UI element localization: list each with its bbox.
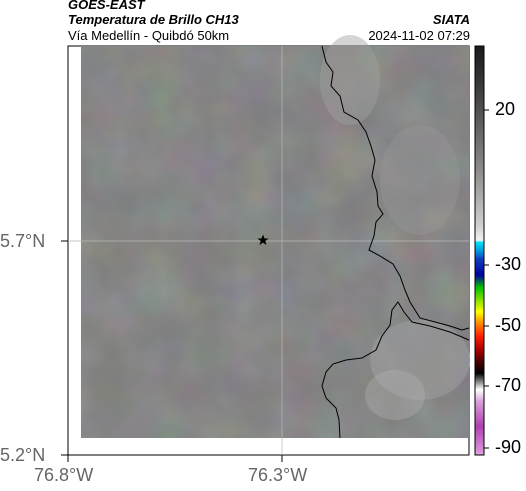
- colorbar-label: -30: [495, 254, 522, 274]
- datetime-label: 2024-11-02 07:29: [368, 28, 470, 43]
- boundary-line: [321, 301, 470, 439]
- satellite-title: GOES-EAST: [68, 0, 145, 12]
- satellite-image: [81, 35, 470, 438]
- colorbar-label: 20: [495, 99, 516, 119]
- region-subtitle: Vía Medellín - Quibdó 50km: [68, 28, 230, 43]
- product-title: Temperatura de Brillo CH13: [68, 12, 239, 27]
- colorbar: [474, 45, 485, 456]
- star-icon: [257, 234, 269, 245]
- lat-label: 5.2°N: [0, 445, 46, 465]
- colorbar-label: -90: [495, 437, 522, 457]
- lat-label: 5.7°N: [0, 231, 46, 251]
- source-label: SIATA: [432, 12, 470, 27]
- lon-label: 76.8°W: [34, 465, 94, 485]
- colorbar-label: -70: [495, 375, 522, 395]
- boundary-line: [321, 45, 470, 331]
- lon-label: 76.3°W: [248, 465, 308, 485]
- colorbar-label: -50: [495, 315, 522, 335]
